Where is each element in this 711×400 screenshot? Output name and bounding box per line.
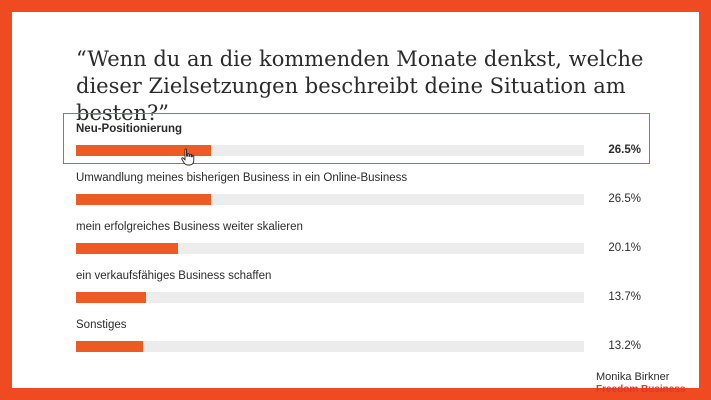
answer-option-label: ein verkaufsfähiges Business schaffen [76, 270, 272, 282]
brand-name: Monika Birkner [596, 371, 670, 383]
bar-value-label: 26.5% [608, 144, 641, 156]
survey-question: “Wenn du an die kommenden Monate denkst,… [76, 47, 644, 125]
bar-track [76, 194, 584, 205]
bar-value-label: 13.2% [608, 340, 641, 352]
answer-option-label: Neu-Positionierung [76, 123, 183, 135]
bar-track [76, 243, 584, 254]
answer-option[interactable]: Umwandlung meines bisherigen Business in… [64, 163, 649, 212]
bar [76, 243, 179, 254]
bar [76, 194, 211, 205]
bar [76, 145, 211, 156]
brand-signature: Monika Birkner Freedom Business [596, 371, 685, 396]
answer-options: Neu-Positionierung 26.5% Umwandlung meines… [63, 113, 650, 359]
answer-option-label: mein erfolgreiches Business weiter skali… [76, 221, 303, 233]
answer-option-label: Sonstiges [76, 319, 127, 331]
answer-option[interactable]: ein verkaufsfähiges Business schaffen 13.… [64, 261, 649, 310]
brand-subtitle: Freedom Business [596, 384, 686, 395]
answer-option[interactable]: mein erfolgreiches Business weiter skali… [64, 212, 649, 261]
hand-cursor-icon [181, 148, 195, 166]
bar-value-label: 13.7% [608, 291, 641, 303]
bar [76, 341, 144, 352]
bar-track [76, 341, 584, 352]
bar-value-label: 26.5% [608, 193, 641, 205]
bar-track [76, 145, 584, 156]
bar [76, 292, 146, 303]
bar-value-label: 20.1% [608, 242, 641, 254]
answer-option[interactable]: Neu-Positionierung 26.5% [63, 113, 650, 166]
bar-track [76, 292, 584, 303]
answer-option-label: Umwandlung meines bisherigen Business in… [76, 172, 408, 184]
survey-card: “Wenn du an die kommenden Monate denkst,… [12, 12, 699, 395]
answer-option[interactable]: Sonstiges 13.2% [64, 310, 649, 359]
